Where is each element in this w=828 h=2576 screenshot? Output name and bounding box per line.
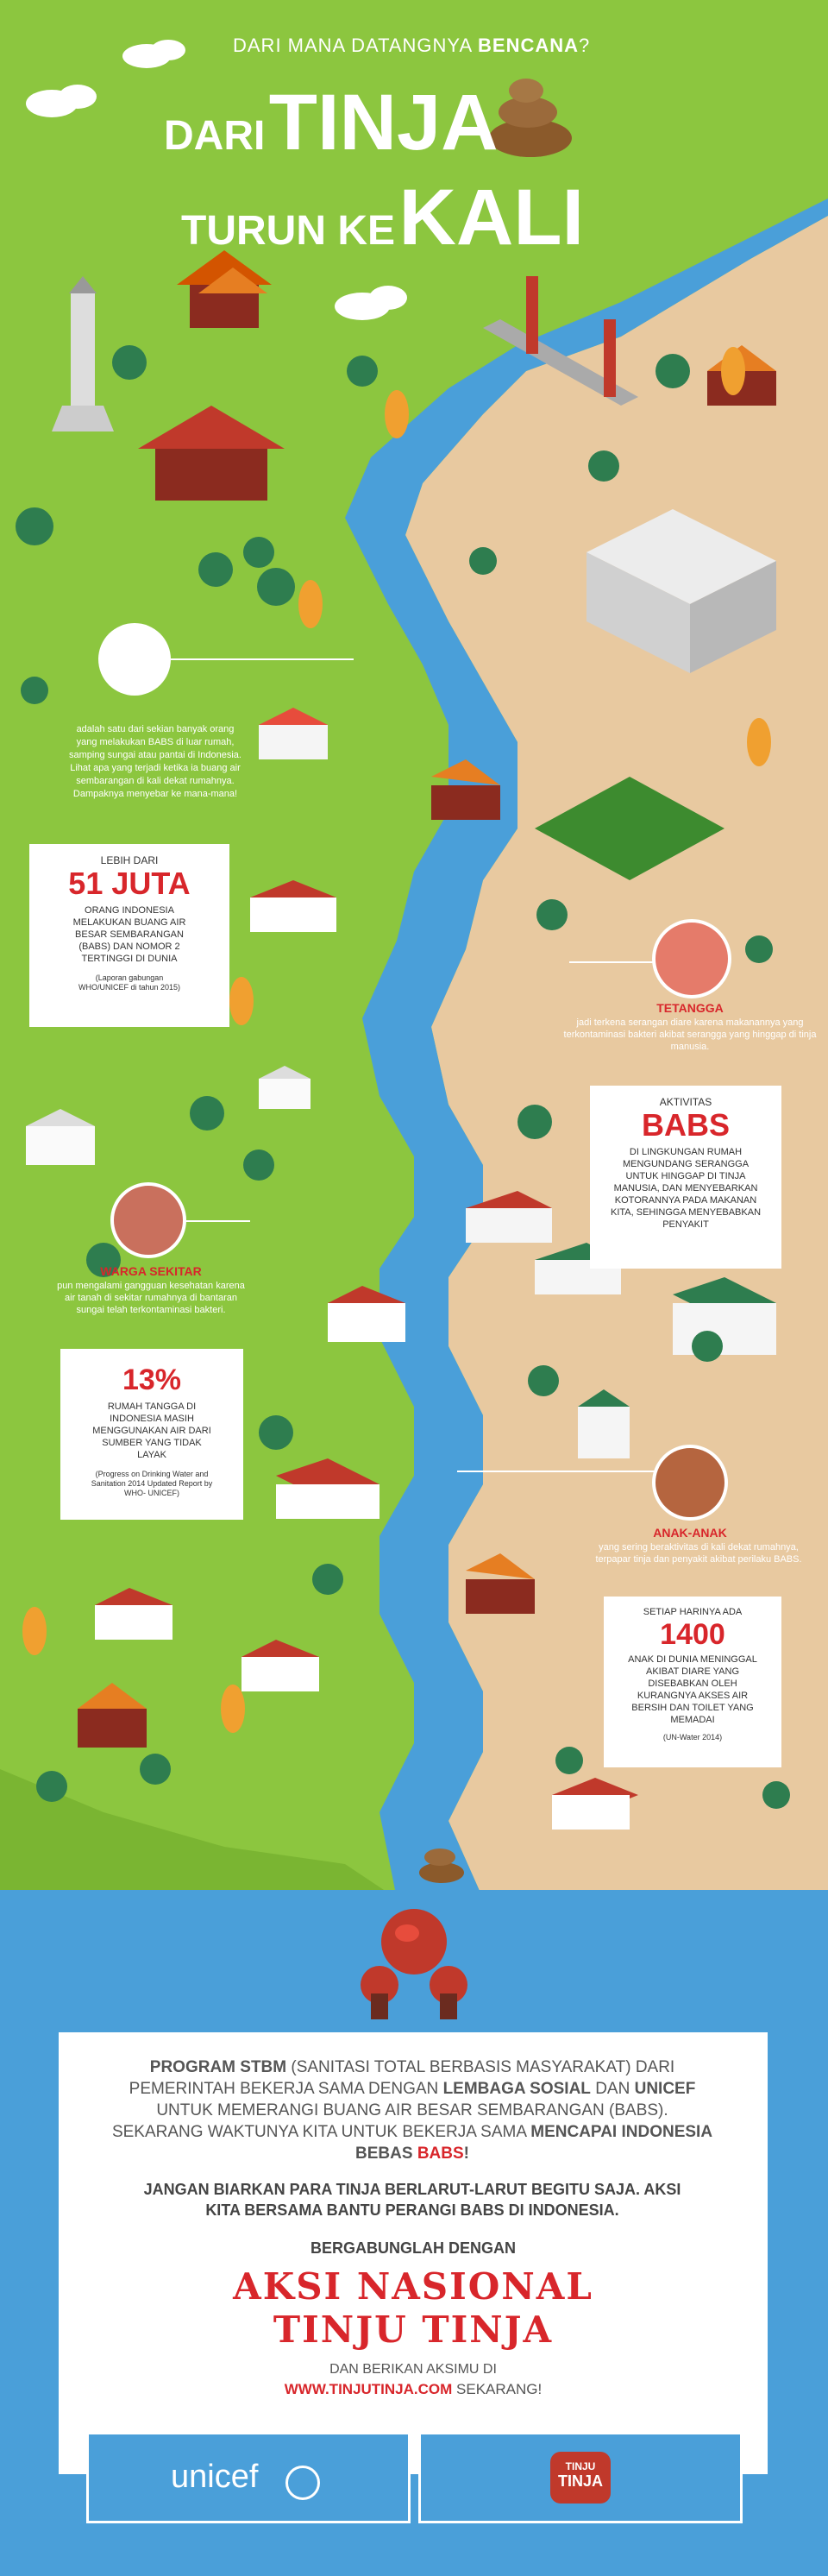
stat-51-pre: LEBIH DARI (100, 854, 159, 866)
anak-text: yang sering beraktivitas di kali dekat r… (595, 1542, 802, 1565)
clouds (26, 40, 407, 320)
program-paragraph-1: PROGRAM STBM (SANITASI TOTAL BERBASIS MA… (110, 2056, 714, 2164)
bridge (483, 276, 638, 406)
title-line1-small: DARI (164, 113, 266, 159)
cta-line: WWW.TINJUTINJA.COM SEKARANG! (59, 2381, 768, 2398)
program-p1-g: MENCAPAI INDONESIA BEBAS (355, 2123, 713, 2163)
cta-post: SEKARANG! (452, 2381, 543, 2397)
program-paragraph-2: JANGAN BIARKAN PARA TINJA BERLARUT-LARUT… (143, 2181, 681, 2219)
aksi-line1: AKSI NASIONAL (233, 2265, 593, 2308)
program-p1-h: BABS (417, 2145, 464, 2163)
program-p1-a: PROGRAM STBM (149, 2058, 287, 2076)
stat-1400-body: ANAK DI DUNIA MENINGGAL AKIBAT DIARE YAN… (628, 1654, 757, 1725)
title-line2: TURUN KE KALI (181, 173, 584, 263)
trees (16, 345, 790, 1809)
tetangga-photo (652, 919, 731, 998)
header-question-suffix: ? (579, 35, 591, 56)
clock-tower (52, 276, 114, 431)
program-join: BERGABUNGLAH DENGAN (310, 2239, 516, 2257)
anak-title: ANAK-ANAK (653, 1526, 727, 1540)
unicef-logo[interactable]: unicef (86, 2432, 411, 2523)
title-line2-small: TURUN KE (181, 208, 395, 254)
museum (586, 509, 776, 673)
stat-1400-pre: SETIAP HARINYA ADA (643, 1607, 743, 1617)
header-question: DARI MANA DATANGNYA BENCANA? (233, 35, 595, 57)
tinju-badge: TINJU TINJA (550, 2452, 611, 2504)
program-p1-d: DAN (590, 2080, 635, 2098)
title-line1-big: TINJA (268, 79, 499, 167)
stat-13-card: 13% RUMAH TANGGA DI INDONESIA MASIH MENG… (60, 1349, 243, 1520)
stat-51-big: 51 JUTA (68, 866, 191, 901)
stat-13-big: 13% (122, 1364, 182, 1396)
aktivitas-card: AKTIVITAS BABS DI LINGKUNGAN RUMAH MENGU… (590, 1086, 781, 1269)
tinju-tinja-logo[interactable]: TINJU TINJA (418, 2432, 743, 2523)
stat-51-body: ORANG INDONESIA MELAKUKAN BUANG AIR BESA… (72, 905, 186, 964)
stat-13-source: (Progress on Drinking Water and Sanitati… (91, 1470, 213, 1497)
stat-1400-big: 1400 (660, 1618, 725, 1651)
cta-url-link[interactable]: WWW.TINJUTINJA.COM (284, 2381, 453, 2397)
stat-1400-source: (UN-Water 2014) (662, 1733, 723, 1741)
houses (26, 268, 776, 1830)
warga-text: pun mengalami gangguan kesehatan karena … (57, 1281, 245, 1315)
header-question-prefix: DARI MANA DATANGNYA (233, 35, 479, 56)
stat-51-card: LEBIH DARI 51 JUTA ORANG INDONESIA MELAK… (29, 844, 229, 1027)
tetangga-text: jadi terkena serangan diare karena makan… (563, 1017, 817, 1052)
unicef-globe-icon (285, 2466, 320, 2500)
title-line1: DARI TINJA (164, 78, 499, 168)
orange-trees (22, 347, 771, 1733)
title-line2-big: KALI (398, 173, 585, 261)
warga-title: WARGA SEKITAR (100, 1264, 202, 1278)
unicef-logo-text: unicef (171, 2459, 258, 2496)
aksi-line2: TINJU TINJA (273, 2308, 554, 2351)
stat-51-source: (Laporan gabungan WHO/UNICEF di tahun 20… (78, 973, 181, 992)
stat-1400-card: SETIAP HARINYA ADA 1400 ANAK DI DUNIA ME… (604, 1597, 781, 1767)
boxing-glove-icon (361, 1909, 467, 2019)
program-panel: PROGRAM STBM (SANITASI TOTAL BERBASIS MA… (59, 2032, 768, 2474)
intro-circle (98, 623, 171, 696)
aktivitas-big: BABS (641, 1107, 730, 1143)
anak-photo (652, 1445, 728, 1521)
intro-text: adalah satu dari sekian banyak orang yan… (69, 724, 242, 799)
tetangga-title: TETANGGA (656, 1001, 724, 1015)
tinju-bottom: TINJA (557, 2472, 603, 2490)
tinju-top: TINJU (565, 2460, 596, 2472)
program-p1-i: ! (463, 2145, 469, 2163)
poop-river-icon (419, 1849, 464, 1883)
program-p1-b: (SANITASI TOTAL BERBASIS MASYARAKAT) DAR… (129, 2058, 675, 2098)
program-p1-c: LEMBAGA SOSIAL (442, 2080, 591, 2098)
program-p1-e: UNICEF (634, 2080, 696, 2098)
stat-13-body: RUMAH TANGGA DI INDONESIA MASIH MENGGUNA… (92, 1401, 211, 1460)
poop-icon (489, 79, 572, 157)
aktivitas-pre: AKTIVITAS (659, 1096, 712, 1108)
aktivitas-body: DI LINGKUNGAN RUMAH MENGUNDANG SERANGGA … (611, 1147, 762, 1230)
unicef-wordmark: unicef (171, 2459, 259, 2495)
header-question-bold: BENCANA (478, 35, 580, 56)
warga-photo (110, 1182, 186, 1258)
program-p1-f: UNTUK MEMERANGI BUANG AIR BESAR SEMBARAN… (111, 2101, 668, 2141)
cta-pre: DAN BERIKAN AKSIMU DI (329, 2362, 497, 2377)
